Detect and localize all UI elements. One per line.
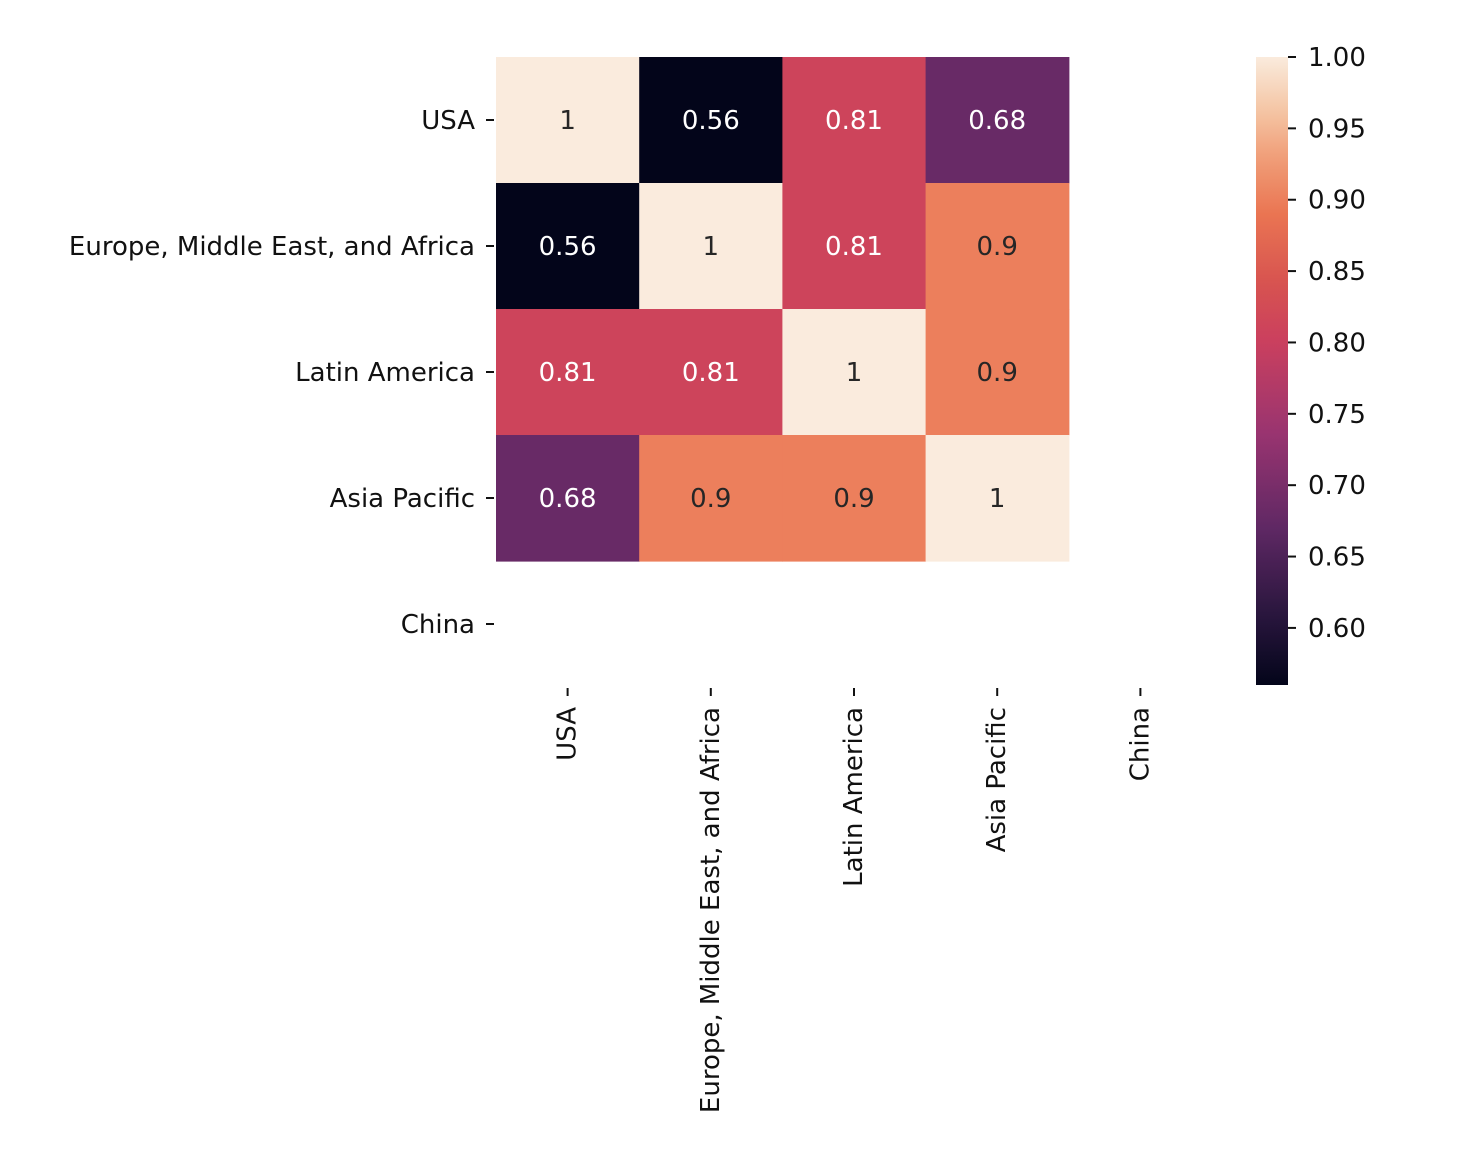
colorbar-tick-label: 0.60 — [1308, 614, 1366, 644]
cell-annotation: 1 — [846, 358, 863, 388]
colorbar-tick-label: 0.75 — [1308, 400, 1366, 430]
colorbar-tick-label: 0.95 — [1308, 114, 1366, 144]
heatmap-cell — [496, 309, 640, 436]
colorbar-gradient — [1256, 57, 1288, 685]
y-tick-label: Latin America — [295, 358, 475, 388]
heatmap-cell — [496, 57, 640, 184]
x-tick-label: Latin America — [839, 707, 869, 887]
cell-annotation: 0.56 — [682, 106, 740, 136]
colorbar: 1.00 0.95 0.90 0.85 0.80 0.75 0.70 0.65 0.60 — [1256, 43, 1366, 685]
x-tick-label: Asia Pacific — [982, 707, 1012, 852]
colorbar-tick-label: 0.65 — [1308, 543, 1366, 573]
cell-annotation: 1 — [559, 106, 576, 136]
x-tick-label: USA — [553, 707, 583, 761]
heatmap-cell — [925, 309, 1070, 436]
heatmap-cell — [496, 435, 640, 562]
colorbar-tick-label: 0.70 — [1308, 471, 1366, 501]
heatmap-cell — [639, 435, 783, 562]
cell-annotation: 0.68 — [539, 484, 597, 514]
colorbar-tick-label: 0.85 — [1308, 257, 1366, 287]
cell-annotation: 0.81 — [682, 358, 740, 388]
cell-annotation: 0.81 — [825, 232, 883, 262]
colorbar-tick-label: 1.00 — [1308, 43, 1366, 73]
cell-annotation: 0.81 — [825, 106, 883, 136]
heatmap-cell — [782, 183, 927, 310]
colorbar-tick-label: 0.90 — [1308, 186, 1366, 216]
heatmap-cells — [496, 57, 1070, 562]
cell-annotation: 1 — [989, 484, 1006, 514]
heatmap-cell — [639, 57, 783, 184]
heatmap-cell — [782, 309, 927, 436]
colorbar-tick-label: 0.80 — [1308, 328, 1366, 358]
cell-annotation: 0.56 — [539, 232, 597, 262]
x-axis: USA Europe, Middle East, and Africa Latin … — [553, 688, 1155, 1113]
heatmap-cell — [639, 309, 783, 436]
heatmap-cell — [782, 57, 927, 184]
cell-annotation: 1 — [703, 232, 720, 262]
heatmap-cell — [925, 435, 1070, 562]
y-tick-label: USA — [421, 106, 475, 136]
cell-annotation: 0.68 — [968, 106, 1026, 136]
cell-annotation: 0.9 — [977, 358, 1018, 388]
y-tick-label: Asia Pacific — [330, 484, 475, 514]
y-tick-label: Europe, Middle East, and Africa — [69, 232, 475, 262]
x-tick-label: Europe, Middle East, and Africa — [696, 707, 726, 1113]
heatmap-cell — [925, 57, 1070, 184]
heatmap-cell — [496, 183, 640, 310]
y-tick-label: China — [401, 610, 475, 640]
cell-annotation: 0.9 — [690, 484, 731, 514]
cell-annotation: 0.9 — [833, 484, 874, 514]
cell-annotation: 0.9 — [977, 232, 1018, 262]
heatmap-cell-labels: 1 0.56 0.81 0.68 0.56 1 0.81 0.9 0.81 0.81 1 0.9 0.6… — [539, 106, 1026, 514]
x-tick-label: China — [1125, 707, 1155, 781]
y-axis: USA Europe, Middle East, and Africa Latin … — [69, 106, 494, 640]
heatmap-cell — [782, 435, 927, 562]
heatmap-cell — [925, 183, 1070, 310]
heatmap-cell — [639, 183, 783, 310]
cell-annotation: 0.81 — [539, 358, 597, 388]
